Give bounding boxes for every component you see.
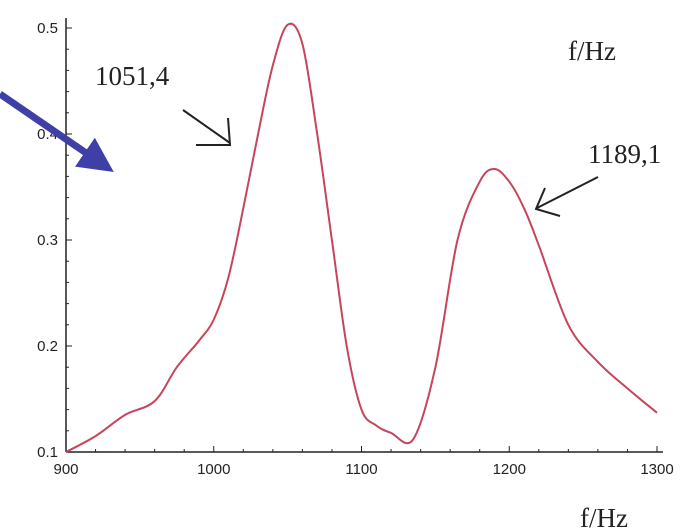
axes (65, 18, 663, 453)
x-tick-label: 1100 (345, 461, 377, 478)
x-tick-label: 1300 (640, 461, 673, 478)
y-axis-ticks: 0.10.20.30.40.5 (37, 20, 72, 461)
annotation-peak-1: 1051,4 (95, 61, 170, 91)
y-tick-label: 0.2 (37, 338, 58, 355)
annotation-arrow-peak-1 (182, 109, 232, 146)
x-tick-label: 1000 (197, 461, 230, 478)
y-tick-label: 0.3 (37, 232, 58, 249)
y-tick-label: 0.1 (37, 444, 58, 461)
series-line (65, 22, 658, 453)
annotation-peak-2: 1189,1 (588, 139, 661, 169)
y-tick-label: 0.5 (37, 20, 58, 37)
x-axis-label: f/Hz (580, 503, 628, 531)
blue-pointer-arrow (0, 91, 114, 172)
top-right-unit-label: f/Hz (568, 36, 616, 66)
x-tick-label: 900 (53, 461, 78, 478)
annotation-arrow-peak-2 (534, 176, 599, 217)
x-tick-label: 1200 (493, 461, 526, 478)
x-axis-ticks: 900 1000 1100 1200 1300 (53, 446, 674, 478)
